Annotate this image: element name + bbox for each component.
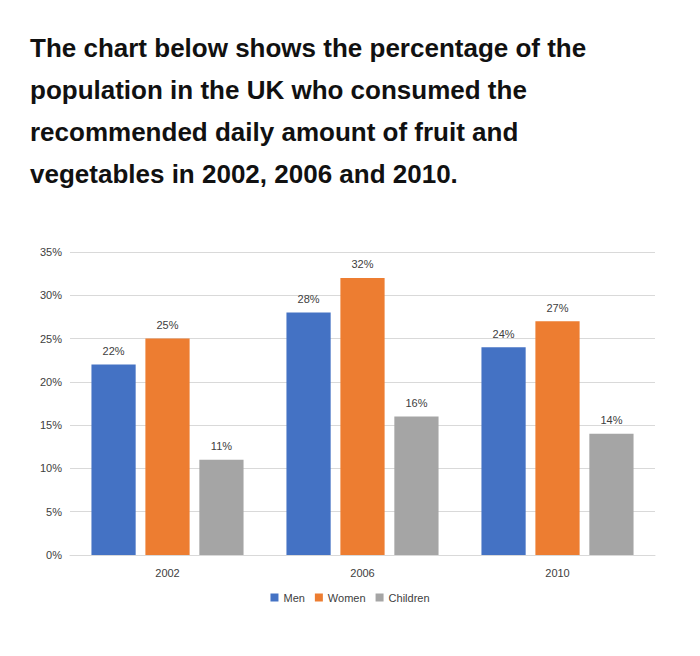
svg-text:0%: 0% [46,549,62,561]
svg-text:25%: 25% [156,319,178,331]
svg-text:35%: 35% [40,246,62,258]
svg-text:30%: 30% [40,289,62,301]
svg-text:15%: 15% [40,419,62,431]
svg-text:Women: Women [328,592,366,604]
svg-text:2006: 2006 [350,567,374,579]
svg-text:vegetables in 2002, 2006 and 2: vegetables in 2002, 2006 and 2010. [30,159,458,189]
svg-text:Men: Men [283,592,304,604]
svg-text:recommended daily amount of fr: recommended daily amount of fruit and [30,117,526,147]
svg-text:20%: 20% [40,376,62,388]
svg-text:22%: 22% [103,345,125,357]
svg-text:population in the UK who consu: population in the UK who consumed the [30,75,534,105]
svg-text:2002: 2002 [155,567,179,579]
svg-text:16%: 16% [405,397,427,409]
svg-text:5%: 5% [46,506,62,518]
svg-text:28%: 28% [298,293,320,305]
svg-text:32%: 32% [351,258,373,270]
svg-text:27%: 27% [546,302,568,314]
svg-text:2010: 2010 [545,567,569,579]
svg-text:14%: 14% [600,414,622,426]
svg-text:The chart below shows the perc: The chart below shows the percentage of … [30,33,593,63]
svg-text:25%: 25% [40,333,62,345]
svg-text:24%: 24% [493,328,515,340]
svg-text:10%: 10% [40,462,62,474]
svg-text:Children: Children [389,592,430,604]
svg-text:11%: 11% [211,440,232,452]
